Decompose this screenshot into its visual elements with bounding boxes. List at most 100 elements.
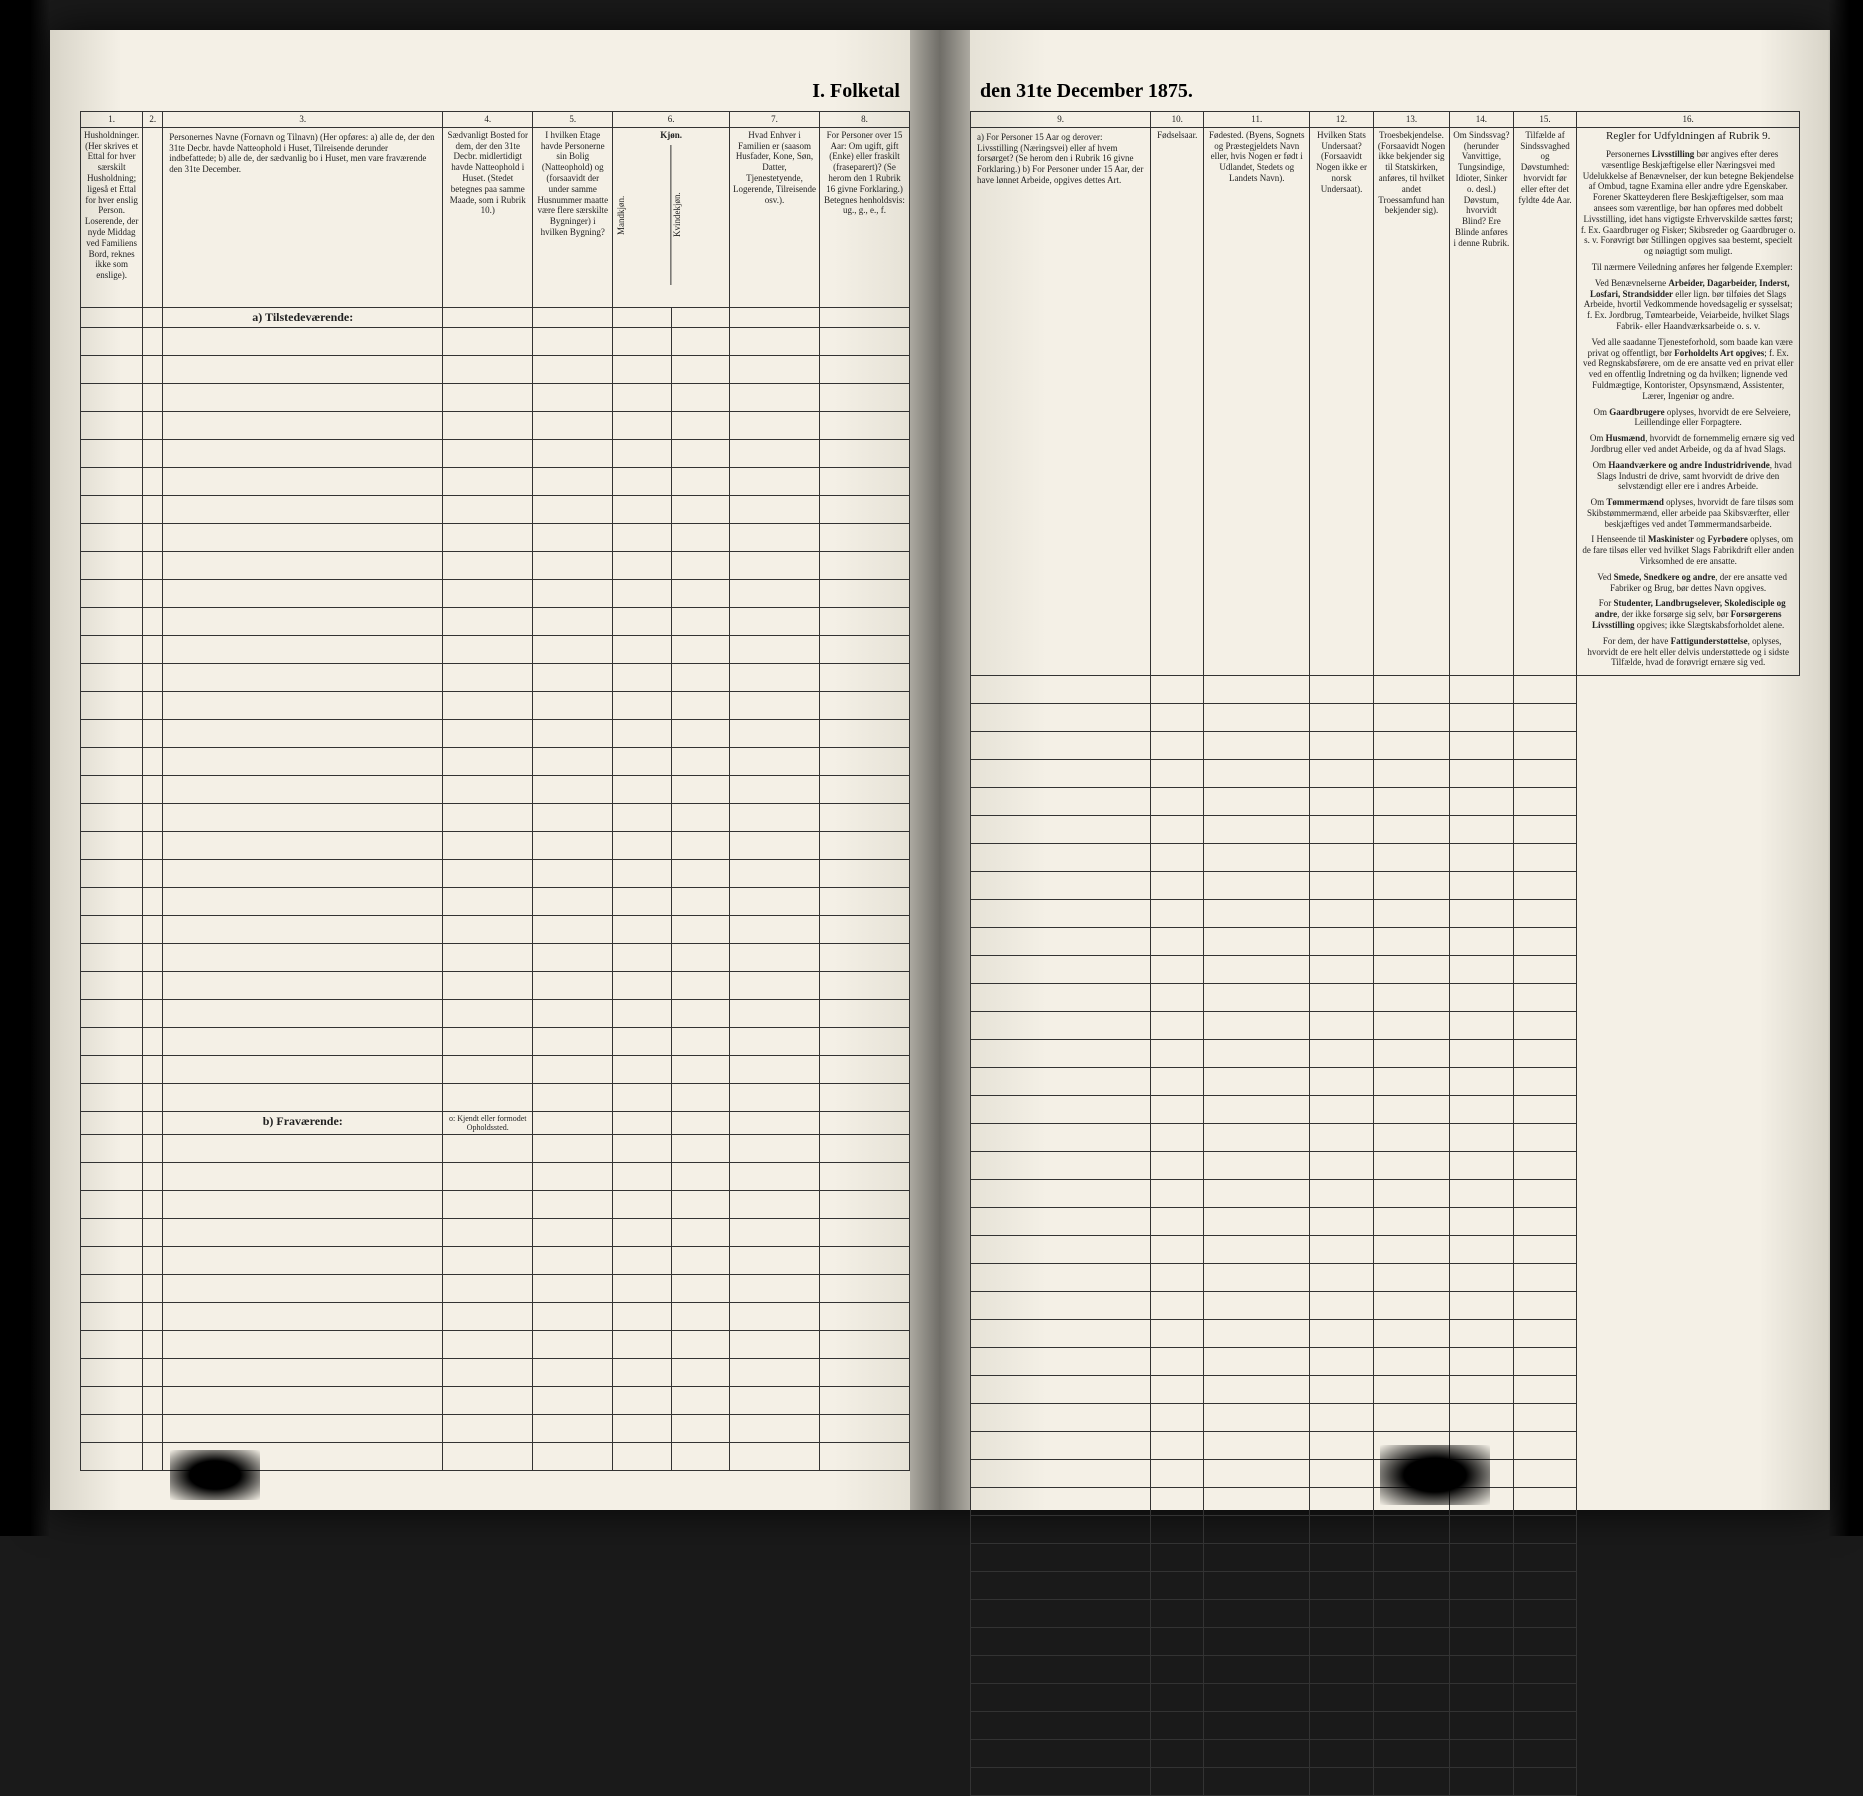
census-table-left: 1. 2. 3. 4. 5. 6. 7. 8. Husholdninger. (… xyxy=(80,111,910,1471)
rules-paragraph: Ved Benævnelserne Arbeider, Dagarbeider,… xyxy=(1580,278,1796,332)
header: Sædvanligt Bosted for dem, der den 31te … xyxy=(443,127,533,307)
table-row xyxy=(971,1740,1800,1768)
table-row xyxy=(81,1386,910,1414)
header: Hvilken Stats Undersaat? (Forsaavidt Nog… xyxy=(1310,127,1374,675)
table-row xyxy=(81,1134,910,1162)
scan-edge-right xyxy=(1828,0,1863,1536)
col-num: 10. xyxy=(1151,112,1204,128)
rules-paragraph: Om Husmænd, hvorvidt de fornemmelig ernæ… xyxy=(1580,433,1796,455)
rules-paragraph: For Studenter, Landbrugselever, Skoledis… xyxy=(1580,598,1796,630)
table-row xyxy=(971,1236,1800,1264)
table-row xyxy=(971,1600,1800,1628)
col-num: 1. xyxy=(81,112,143,128)
table-row xyxy=(971,900,1800,928)
table-row xyxy=(971,1572,1800,1600)
header: Hvad Enhver i Familien er (saasom Husfad… xyxy=(730,127,820,307)
table-row xyxy=(81,1190,910,1218)
col-num: 2. xyxy=(143,112,163,128)
section-b-note: o: Kjendt eller formodet Opholdssted. xyxy=(443,1111,533,1134)
table-row xyxy=(81,1055,910,1083)
page-title-right: den 31te December 1875. xyxy=(970,80,1800,103)
table-row xyxy=(971,956,1800,984)
col-num: 4. xyxy=(443,112,533,128)
header-main: Kjøn. xyxy=(616,130,726,141)
table-row xyxy=(81,523,910,551)
rules-column: Regler for Udfyldningen af Rubrik 9. Per… xyxy=(1577,127,1800,675)
left-page: I. Folketal 1. 2. 3. 4. 5. 6. 7. 8. Hush… xyxy=(50,30,940,1510)
header: Husholdninger. (Her skrives et Ettal for… xyxy=(81,127,143,307)
col-num: 13. xyxy=(1373,112,1449,128)
header: Fødselsaar. xyxy=(1151,127,1204,675)
table-row xyxy=(81,803,910,831)
table-row xyxy=(81,551,910,579)
table-row xyxy=(971,1152,1800,1180)
table-row xyxy=(81,1330,910,1358)
rules-body: Personernes Livsstilling bør angives eft… xyxy=(1580,149,1796,668)
table-row xyxy=(971,1320,1800,1348)
rules-paragraph: Om Tømmermænd oplyses, hvorvidt de fare … xyxy=(1580,497,1796,529)
table-row xyxy=(971,1712,1800,1740)
header xyxy=(143,127,163,307)
section-b-row: b) Fraværende: o: Kjendt eller formodet … xyxy=(81,1111,910,1134)
table-row xyxy=(81,663,910,691)
rules-paragraph: Personernes Livsstilling bør angives eft… xyxy=(1580,149,1796,257)
section-label xyxy=(81,307,143,327)
col-number-row: 1. 2. 3. 4. 5. 6. 7. 8. xyxy=(81,112,910,128)
col-num: 11. xyxy=(1204,112,1310,128)
table-row xyxy=(971,704,1800,732)
clip-shadow-left xyxy=(170,1450,260,1500)
table-row xyxy=(81,1414,910,1442)
table-row xyxy=(81,1162,910,1190)
rules-paragraph: Ved alle saadanne Tjenesteforhold, som b… xyxy=(1580,337,1796,402)
table-row xyxy=(971,1544,1800,1572)
section-a-row: a) Tilstedeværende: xyxy=(81,307,910,327)
table-row xyxy=(81,999,910,1027)
table-row xyxy=(971,1768,1800,1796)
table-row xyxy=(971,1040,1800,1068)
table-row xyxy=(971,1516,1800,1544)
header: Kjøn. Mandkjøn. Kvindekjøn. xyxy=(613,127,730,307)
table-row xyxy=(81,831,910,859)
col-number-row: 9. 10. 11. 12. 13. 14. 15. 16. xyxy=(971,112,1800,128)
col-num: 7. xyxy=(730,112,820,128)
table-row xyxy=(971,788,1800,816)
table-row xyxy=(971,872,1800,900)
census-table-right: 9. 10. 11. 12. 13. 14. 15. 16. a) For Pe… xyxy=(970,111,1800,1796)
table-row xyxy=(81,383,910,411)
table-row xyxy=(971,1068,1800,1096)
table-row xyxy=(971,1628,1800,1656)
table-row xyxy=(81,775,910,803)
table-row xyxy=(81,1274,910,1302)
table-row xyxy=(971,816,1800,844)
rules-title: Regler for Udfyldningen af Rubrik 9. xyxy=(1580,130,1796,143)
table-row xyxy=(971,1012,1800,1040)
table-row xyxy=(81,1246,910,1274)
table-row xyxy=(971,1180,1800,1208)
sub-header: Mandkjøn. xyxy=(616,145,671,285)
book-spread: I. Folketal 1. 2. 3. 4. 5. 6. 7. 8. Hush… xyxy=(50,30,1830,1510)
table-row xyxy=(81,971,910,999)
table-row xyxy=(81,1218,910,1246)
table-row xyxy=(81,495,910,523)
rules-paragraph: For dem, der have Fattigunderstøttelse, … xyxy=(1580,636,1796,668)
col-num: 12. xyxy=(1310,112,1374,128)
right-page: den 31te December 1875. 9. 10. 11. 12. 1… xyxy=(940,30,1830,1510)
section-label xyxy=(81,1111,143,1134)
header: Personernes Navne (Fornavn og Tilnavn) (… xyxy=(163,127,443,307)
section-b-label: b) Fraværende: xyxy=(163,1111,443,1134)
table-row xyxy=(81,887,910,915)
table-row xyxy=(81,1358,910,1386)
rules-paragraph: Til nærmere Veiledning anføres her følge… xyxy=(1580,262,1796,273)
table-row xyxy=(81,1302,910,1330)
table-row xyxy=(81,635,910,663)
header: Troesbekjendelse. (Forsaavidt Nogen ikke… xyxy=(1373,127,1449,675)
table-row xyxy=(971,844,1800,872)
table-row xyxy=(971,1348,1800,1376)
col-num: 5. xyxy=(533,112,613,128)
page-title-left: I. Folketal xyxy=(80,80,910,103)
clip-shadow-right xyxy=(1380,1445,1490,1505)
table-row xyxy=(971,1656,1800,1684)
table-row xyxy=(81,355,910,383)
table-row xyxy=(971,1376,1800,1404)
table-row xyxy=(81,747,910,775)
